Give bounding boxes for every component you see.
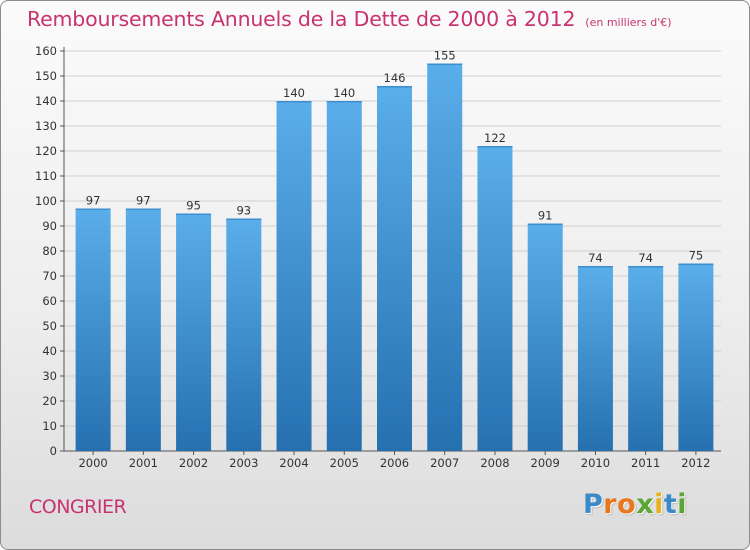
y-tick-label: 140: [35, 94, 57, 108]
data-label-2007: 155: [434, 49, 456, 63]
data-label-2011: 74: [638, 251, 653, 265]
data-label-2010: 74: [588, 251, 603, 265]
title-text: Remboursements Annuels de la Dette de 20…: [27, 7, 576, 31]
bar-top-edge: [577, 266, 613, 268]
data-label-2003: 93: [236, 204, 251, 218]
y-tick-label: 20: [42, 394, 57, 408]
data-labels: 97 97 95 93 140 140 146 155 122 91 74 74 75: [86, 49, 703, 266]
logo-letter: o: [617, 489, 637, 520]
bar-top-edge: [427, 63, 463, 65]
x-tick-label: 2011: [631, 456, 660, 470]
data-label-2001: 97: [136, 194, 151, 208]
data-label-2002: 95: [186, 199, 201, 213]
x-tick-label: 2008: [480, 456, 509, 470]
y-tick-label: 30: [42, 369, 57, 383]
x-tick-label: 2003: [229, 456, 258, 470]
x-tick-label: 2002: [179, 456, 208, 470]
data-label-2000: 97: [86, 194, 101, 208]
bar-top-edge: [226, 218, 262, 220]
x-tick-label: 2005: [330, 456, 359, 470]
bar-top-edge: [477, 146, 513, 148]
bar-top-edge: [125, 208, 161, 210]
y-tick-label: 110: [35, 169, 57, 183]
bar-2008: [477, 146, 513, 451]
y-tick-label: 160: [35, 44, 57, 58]
x-tick-label: 2010: [581, 456, 610, 470]
title-unit: (en milliers d'€): [585, 16, 672, 29]
x-tick-label: 2012: [681, 456, 710, 470]
x-tick-label: 2001: [129, 456, 158, 470]
bar-2001: [125, 208, 161, 451]
bar-top-edge: [276, 101, 312, 103]
bar-2005: [326, 101, 362, 451]
logo-letter: P: [583, 489, 604, 520]
bar-top-edge: [678, 263, 714, 265]
bar-2012: [678, 263, 714, 451]
x-tick-label: 2007: [430, 456, 459, 470]
bars: [75, 63, 714, 451]
data-label-2008: 122: [484, 131, 506, 145]
bar-top-edge: [326, 101, 362, 103]
bar-top-edge: [176, 213, 212, 215]
y-tick-label: 60: [42, 294, 57, 308]
bar-top-edge: [527, 223, 563, 225]
y-tick-label: 150: [35, 69, 57, 83]
x-tick-label: 2000: [78, 456, 107, 470]
y-tick-label: 10: [42, 419, 57, 433]
y-tick-label: 100: [35, 194, 57, 208]
bar-top-edge: [75, 208, 111, 210]
logo-letter: i: [654, 489, 664, 520]
x-tick-label: 2004: [279, 456, 308, 470]
y-tick-label: 0: [50, 444, 57, 458]
x-tick-label: 2006: [380, 456, 409, 470]
logo-letter: x: [636, 489, 655, 520]
bar-2007: [427, 63, 463, 451]
data-label-2012: 75: [689, 249, 704, 263]
logo-letter: r: [603, 489, 618, 520]
logo-letter: i: [677, 489, 688, 520]
bar-top-edge: [628, 266, 664, 268]
bar-2000: [75, 208, 111, 451]
city-name: CONGRIER: [29, 496, 127, 518]
data-label-2006: 146: [384, 71, 406, 85]
y-tick-label: 90: [42, 219, 57, 233]
y-tick-label: 130: [35, 119, 57, 133]
bar-top-edge: [377, 86, 412, 88]
y-tick-label: 50: [42, 319, 57, 333]
y-tick-label: 40: [42, 344, 57, 358]
axes: 0 10 20 30 40 50 60 70 80 90 100 110 120 130 140 150 160…: [35, 44, 721, 470]
data-label-2009: 91: [538, 209, 553, 223]
bar-2002: [176, 213, 212, 451]
data-label-2004: 140: [283, 86, 305, 100]
x-tick-label: 2009: [531, 456, 560, 470]
data-label-2005: 140: [333, 86, 355, 100]
bar-2004: [276, 101, 312, 451]
bar-2006: [377, 86, 412, 451]
bar-2003: [226, 218, 262, 451]
chart-title: Remboursements Annuels de la Dette de 20…: [27, 7, 672, 31]
y-tick-label: 120: [35, 144, 57, 158]
y-tick-label: 70: [42, 269, 57, 283]
y-tick-label: 80: [42, 244, 57, 258]
logo-letter: t: [663, 489, 678, 520]
bar-2011: [628, 266, 664, 451]
bar-2009: [527, 223, 563, 451]
proxiti-logo: Proxiti: [583, 489, 687, 520]
bar-2010: [577, 266, 613, 451]
